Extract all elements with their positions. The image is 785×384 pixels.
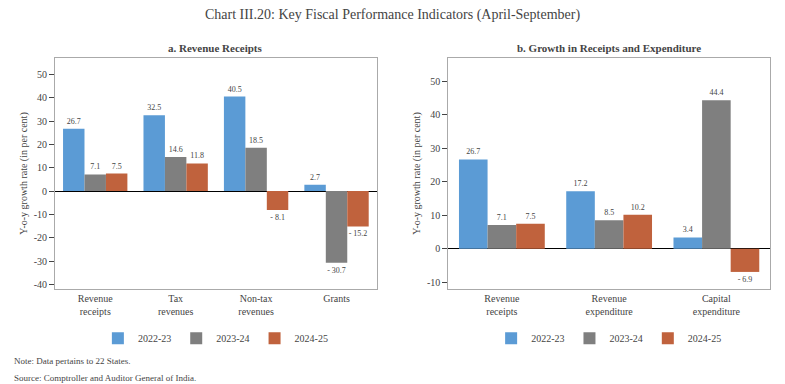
svg-text:Taxrevenues: Taxrevenues: [158, 293, 194, 317]
svg-text:b. Growth in Receipts and Expe: b. Growth in Receipts and Expenditure: [517, 42, 701, 54]
svg-text:- 6.9: - 6.9: [738, 275, 753, 284]
svg-text:Non-taxrevenues: Non-taxrevenues: [238, 293, 274, 317]
svg-text:10: 10: [37, 162, 47, 173]
svg-text:20: 20: [37, 139, 47, 150]
svg-text:3.4: 3.4: [683, 225, 693, 234]
svg-text:50: 50: [37, 69, 47, 80]
svg-text:0: 0: [42, 186, 47, 197]
svg-text:Chart III.20: Key Fiscal Perfo: Chart III.20: Key Fiscal Performance Ind…: [205, 7, 580, 23]
svg-text:32.5: 32.5: [147, 103, 161, 112]
svg-text:2.7: 2.7: [310, 173, 320, 182]
svg-text:a. Revenue Receipts: a. Revenue Receipts: [168, 42, 263, 54]
svg-text:20: 20: [430, 176, 440, 187]
svg-text:-10: -10: [427, 277, 440, 288]
svg-text:-20: -20: [34, 232, 47, 243]
svg-text:0: 0: [435, 243, 440, 254]
svg-text:Revenueexpenditure: Revenueexpenditure: [586, 293, 634, 317]
svg-text:7.5: 7.5: [112, 162, 122, 171]
svg-text:7.1: 7.1: [90, 162, 100, 171]
svg-text:2024-25: 2024-25: [688, 333, 721, 344]
svg-text:Revenuereceipts: Revenuereceipts: [78, 293, 114, 317]
svg-text:-30: -30: [34, 256, 47, 267]
svg-text:Revenuereceipts: Revenuereceipts: [484, 293, 520, 317]
svg-text:50: 50: [430, 76, 440, 87]
svg-text:Note: Data pertains to 22 Stat: Note: Data pertains to 22 States.: [14, 356, 130, 366]
svg-text:26.7: 26.7: [466, 147, 480, 156]
svg-text:40: 40: [430, 109, 440, 120]
svg-text:30: 30: [37, 116, 47, 127]
svg-text:14.6: 14.6: [169, 145, 183, 154]
svg-text:2022-23: 2022-23: [138, 333, 171, 344]
svg-text:10.2: 10.2: [631, 203, 645, 212]
svg-text:Y-o-y growth rate (in per cent: Y-o-y growth rate (in per cent): [18, 112, 30, 234]
svg-text:30: 30: [430, 143, 440, 154]
svg-text:Capitalexpenditure: Capitalexpenditure: [693, 293, 741, 317]
svg-text:17.2: 17.2: [574, 179, 588, 188]
svg-text:2022-23: 2022-23: [531, 333, 564, 344]
svg-text:7.5: 7.5: [525, 212, 535, 221]
svg-text:44.4: 44.4: [709, 88, 723, 97]
svg-text:2024-25: 2024-25: [295, 333, 328, 344]
svg-text:- 8.1: - 8.1: [270, 213, 285, 222]
svg-text:Source: Comptroller and Audito: Source: Comptroller and Auditor General …: [14, 373, 196, 383]
svg-text:11.8: 11.8: [190, 151, 204, 160]
svg-text:2023-24: 2023-24: [216, 333, 249, 344]
svg-text:40: 40: [37, 92, 47, 103]
svg-text:- 30.7: - 30.7: [327, 266, 346, 275]
svg-text:26.7: 26.7: [67, 117, 81, 126]
svg-text:40.5: 40.5: [228, 85, 242, 94]
svg-text:8.5: 8.5: [604, 208, 614, 217]
svg-text:-40: -40: [34, 279, 47, 290]
svg-text:10: 10: [430, 210, 440, 221]
svg-text:2023-24: 2023-24: [609, 333, 642, 344]
svg-text:Y-o-y growth rate (in per cent: Y-o-y growth rate (in per cent): [411, 112, 423, 234]
svg-text:- 15.2: - 15.2: [349, 229, 368, 238]
svg-text:Grants: Grants: [323, 293, 350, 304]
svg-text:18.5: 18.5: [249, 136, 263, 145]
svg-text:-10: -10: [34, 209, 47, 220]
svg-text:7.1: 7.1: [497, 213, 507, 222]
